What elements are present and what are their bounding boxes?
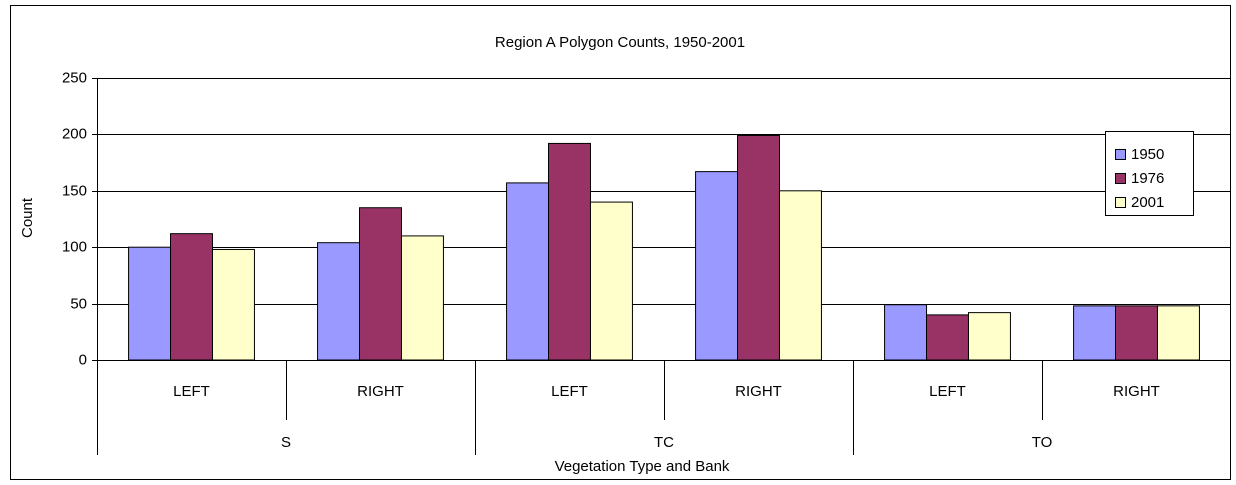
group-label: S <box>281 434 291 451</box>
y-tick-label: 100 <box>62 238 87 255</box>
y-tick-label: 50 <box>70 295 87 312</box>
bar <box>884 304 928 361</box>
x-tick-label: RIGHT <box>357 383 404 400</box>
bar <box>926 314 969 361</box>
bar <box>317 242 361 361</box>
y-tick-label: 150 <box>62 182 87 199</box>
bar <box>1156 305 1200 361</box>
legend-swatch <box>1115 197 1126 208</box>
bar <box>211 248 255 361</box>
bar <box>548 142 591 361</box>
bar <box>737 135 780 361</box>
bar <box>778 190 822 361</box>
group-label: TO <box>1032 434 1053 451</box>
x-tick-label: LEFT <box>929 383 966 400</box>
x-tick-label: LEFT <box>551 383 588 400</box>
x-tick-label: LEFT <box>173 383 210 400</box>
x-tick-label: RIGHT <box>735 383 782 400</box>
legend-label: 1976 <box>1131 170 1164 187</box>
bar <box>506 182 550 361</box>
bar <box>1115 305 1158 361</box>
y-tick-label: 0 <box>79 351 87 368</box>
legend-swatch <box>1115 173 1126 184</box>
chart-title: Region A Polygon Counts, 1950-2001 <box>495 34 745 51</box>
y-axis-title: Count <box>19 197 36 238</box>
group-label: TC <box>654 434 674 451</box>
legend-swatch <box>1115 149 1126 160</box>
bar <box>1073 305 1117 361</box>
bar <box>589 201 633 361</box>
bar <box>359 207 402 361</box>
legend-label: 1950 <box>1131 146 1164 163</box>
legend-label: 2001 <box>1131 194 1164 211</box>
bar <box>967 312 1011 361</box>
y-tick-label: 200 <box>62 125 87 142</box>
bar <box>170 233 213 361</box>
x-axis-title: Vegetation Type and Bank <box>555 458 730 475</box>
y-tick-label: 250 <box>62 69 87 86</box>
bar <box>400 235 444 361</box>
x-tick-label: RIGHT <box>1113 383 1160 400</box>
bar <box>128 246 172 361</box>
bar <box>695 171 739 361</box>
